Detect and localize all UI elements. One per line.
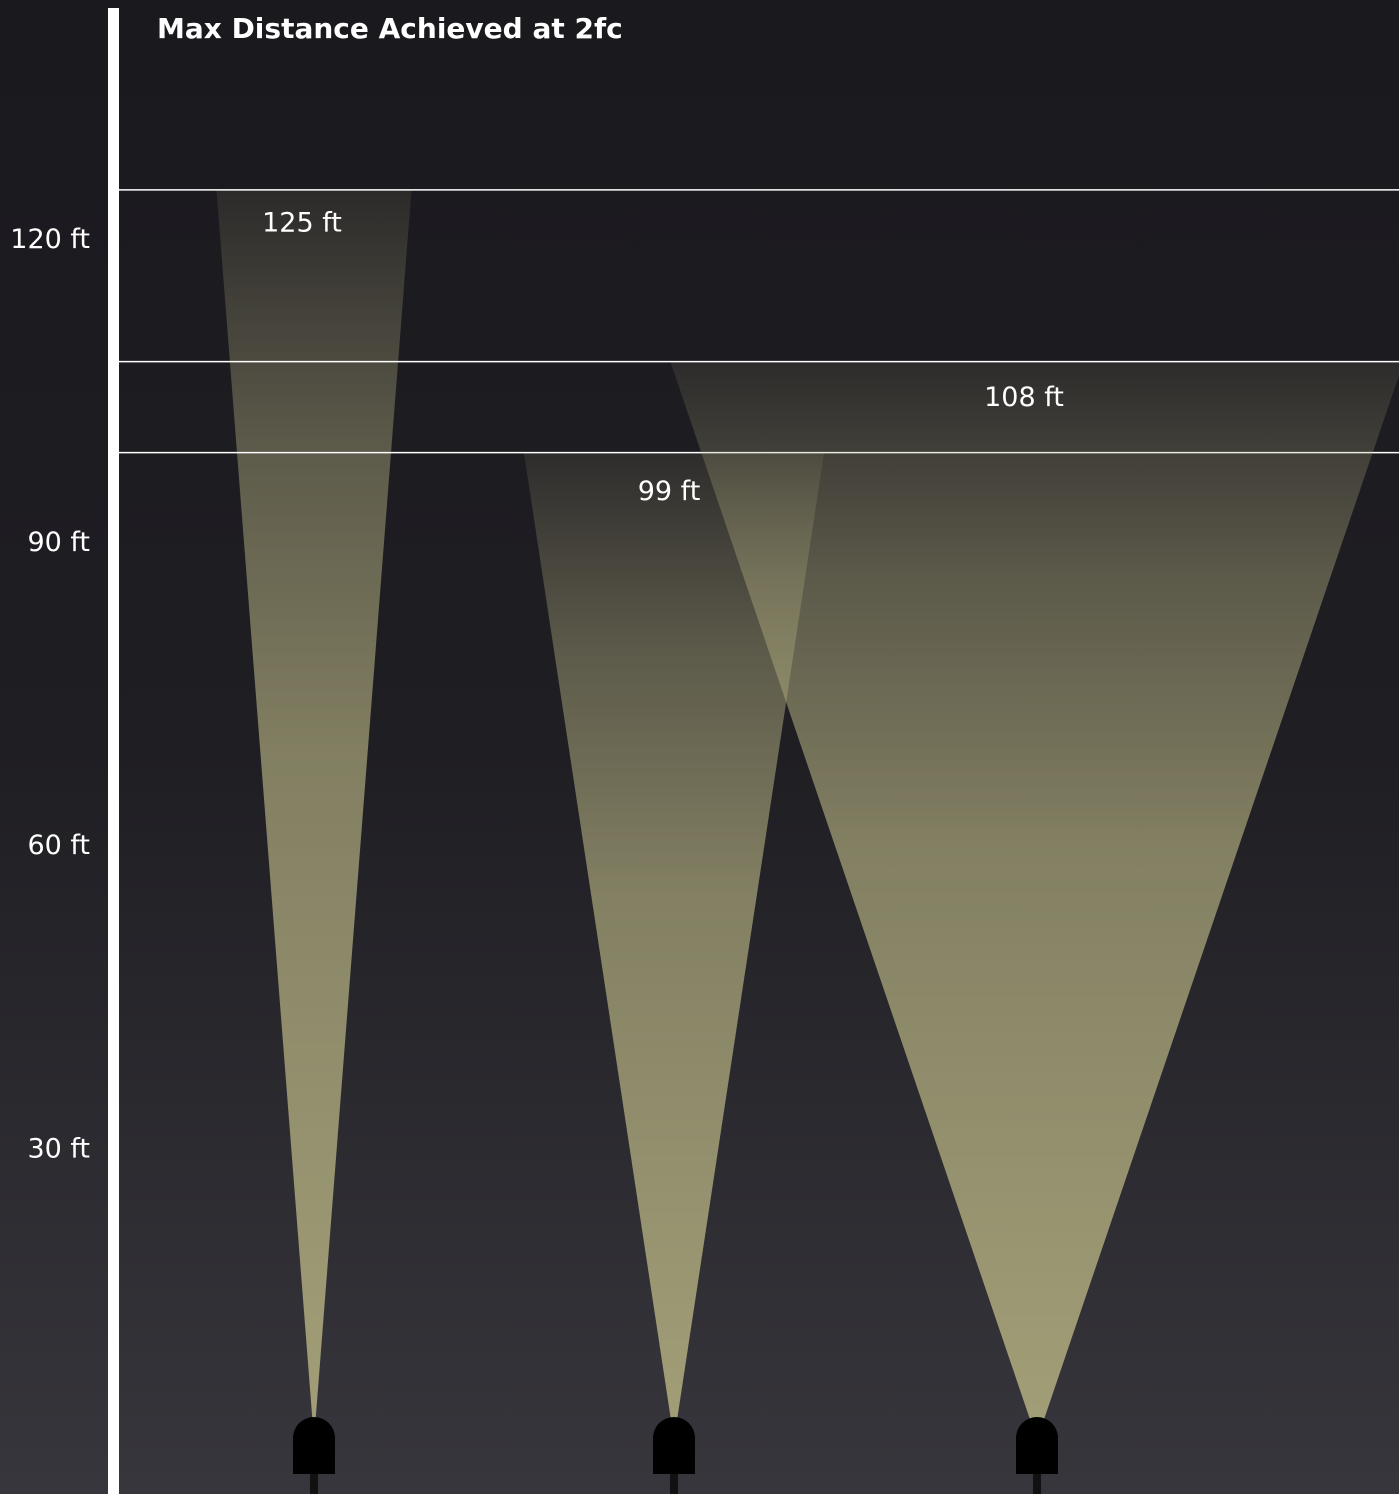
fixture	[1016, 1417, 1058, 1474]
value-label: 125 ft	[262, 207, 342, 238]
beam	[523, 452, 825, 1441]
fixture-stem	[670, 1470, 678, 1494]
fixture-stem	[310, 1470, 318, 1494]
fixture-stem	[1033, 1470, 1041, 1494]
value-label: 99 ft	[638, 476, 701, 507]
axis-bar	[108, 8, 119, 1494]
y-tick-label: 60 ft	[27, 830, 90, 861]
chart-title: Max Distance Achieved at 2fc	[157, 12, 623, 45]
beam	[216, 189, 412, 1441]
fixture	[653, 1417, 695, 1474]
y-tick-label: 120 ft	[10, 224, 90, 255]
y-tick-label: 30 ft	[27, 1133, 90, 1164]
fixture	[293, 1417, 335, 1474]
beam	[670, 361, 1399, 1440]
value-label: 108 ft	[984, 382, 1064, 413]
y-tick-label: 90 ft	[27, 527, 90, 558]
